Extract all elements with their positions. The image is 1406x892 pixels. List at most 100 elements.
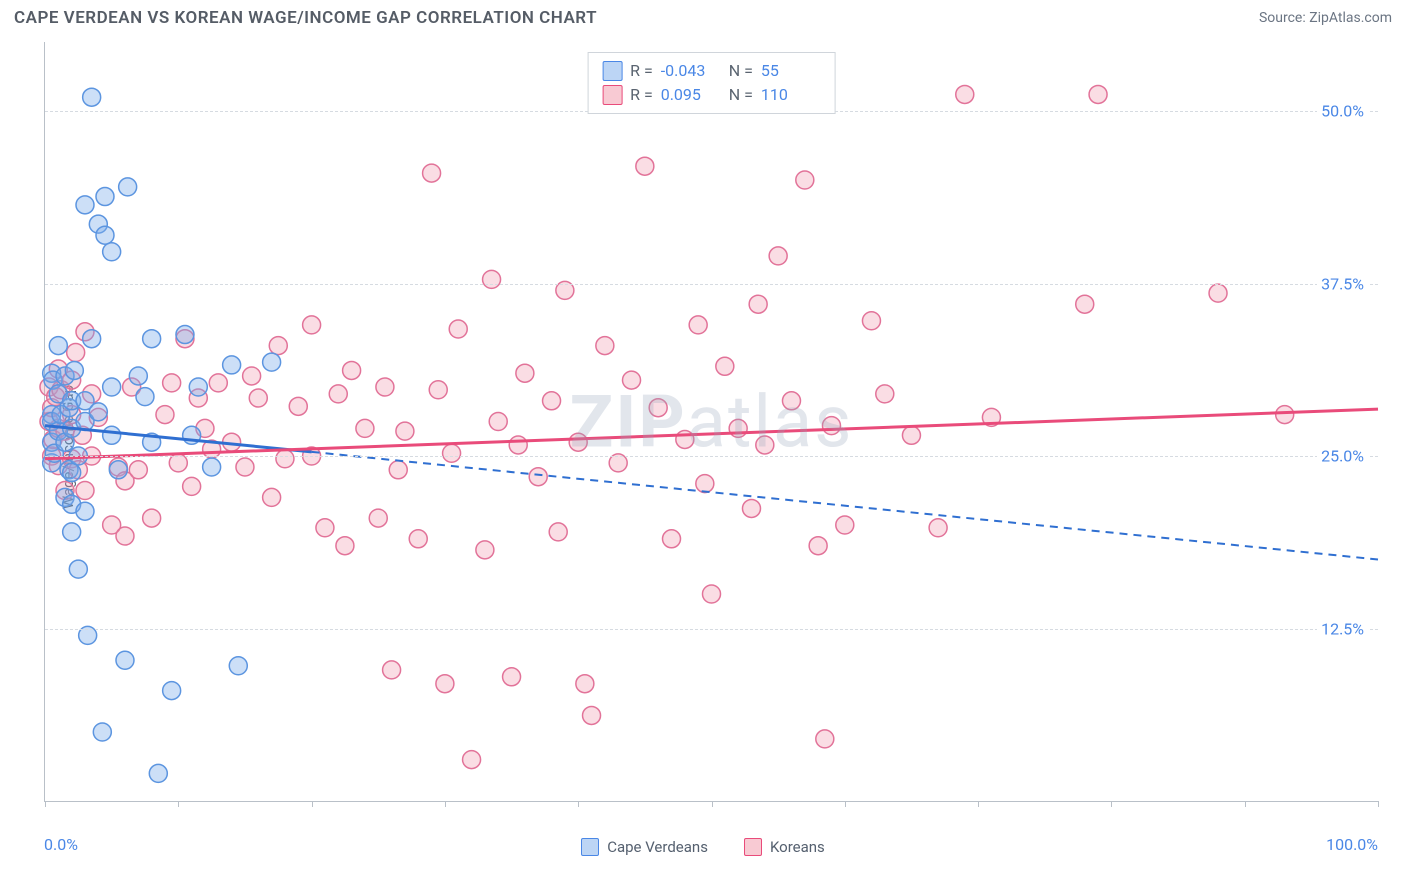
koreans-trendline: [45, 409, 1378, 459]
koreans-point: [756, 436, 774, 454]
x-tick: [1245, 801, 1246, 807]
x-tick: [1378, 801, 1379, 807]
x-tick: [445, 801, 446, 807]
cape-verdeans-point: [89, 403, 107, 421]
legend-swatch: [581, 838, 599, 856]
koreans-point: [742, 499, 760, 517]
koreans-point: [816, 730, 834, 748]
koreans-point: [1209, 284, 1227, 302]
x-tick: [978, 801, 979, 807]
koreans-point: [663, 530, 681, 548]
koreans-point: [729, 419, 747, 437]
gridline: [45, 284, 1378, 285]
koreans-point: [749, 295, 767, 313]
koreans-point: [129, 461, 147, 479]
x-tick: [578, 801, 579, 807]
legend-item: Cape Verdeans: [581, 838, 708, 856]
legend-label: Koreans: [770, 838, 825, 856]
legend-n-label: N =: [729, 59, 753, 83]
cape-verdeans-point: [76, 502, 94, 520]
koreans-point: [516, 364, 534, 382]
legend-n-value: 55: [761, 59, 821, 83]
x-tick: [712, 801, 713, 807]
chart-wrap: Wage/Income Gap ZIPatlas R =-0.043N =55R…: [0, 34, 1406, 860]
koreans-point: [383, 661, 401, 679]
koreans-point: [549, 523, 567, 541]
koreans-point: [336, 537, 354, 555]
legend-n-label: N =: [729, 83, 753, 107]
koreans-point: [409, 530, 427, 548]
series-legend: Cape Verdeans Koreans: [0, 838, 1406, 856]
cape-verdeans-point: [189, 378, 207, 396]
koreans-point: [463, 751, 481, 769]
koreans-point: [263, 488, 281, 506]
koreans-point: [376, 378, 394, 396]
x-tick: [1111, 801, 1112, 807]
koreans-point: [569, 433, 587, 451]
plot-svg: [45, 42, 1378, 801]
koreans-point: [356, 419, 374, 437]
koreans-point: [429, 381, 447, 399]
koreans-point: [489, 413, 507, 431]
legend-n-value: 110: [761, 83, 821, 107]
koreans-point: [249, 389, 267, 407]
koreans-point: [1076, 295, 1094, 313]
koreans-point: [236, 458, 254, 476]
koreans-point: [543, 392, 561, 410]
koreans-point: [76, 482, 94, 500]
koreans-point: [509, 436, 527, 454]
cape-verdeans-point: [143, 330, 161, 348]
koreans-point: [269, 337, 287, 355]
cape-verdeans-point: [69, 560, 87, 578]
koreans-point: [483, 270, 501, 288]
y-tick-label: 50.0%: [1317, 102, 1368, 121]
koreans-point: [443, 444, 461, 462]
cape-verdeans-point: [103, 243, 121, 261]
cape-verdeans-point: [93, 723, 111, 741]
legend-row: R =0.095N =110: [602, 83, 821, 107]
legend-r-value: 0.095: [661, 83, 721, 107]
koreans-point: [303, 316, 321, 334]
cape-verdeans-point: [96, 226, 114, 244]
koreans-point: [529, 468, 547, 486]
legend-swatch: [744, 838, 762, 856]
cape-verdeans-point: [136, 388, 154, 406]
gridline: [45, 456, 1378, 457]
koreans-point: [316, 519, 334, 537]
koreans-point: [696, 475, 714, 493]
koreans-point: [369, 509, 387, 527]
koreans-point: [902, 426, 920, 444]
koreans-point: [449, 320, 467, 338]
legend-item: Koreans: [744, 838, 825, 856]
cape-verdeans-point: [129, 367, 147, 385]
y-tick-label: 25.0%: [1317, 447, 1368, 466]
cape-verdeans-point: [263, 353, 281, 371]
cape-verdeans-point: [83, 330, 101, 348]
koreans-point: [423, 164, 441, 182]
cape-verdeans-point: [119, 178, 137, 196]
koreans-point: [143, 509, 161, 527]
x-tick: [178, 801, 179, 807]
koreans-point: [769, 247, 787, 265]
y-tick-label: 12.5%: [1317, 619, 1368, 638]
cape-verdeans-trendline-extrapolated: [312, 452, 1378, 560]
cape-verdeans-point: [109, 461, 127, 479]
koreans-point: [343, 361, 361, 379]
koreans-point: [596, 337, 614, 355]
koreans-point: [956, 85, 974, 103]
cape-verdeans-point: [63, 523, 81, 541]
cape-verdeans-point: [96, 188, 114, 206]
y-tick-label: 37.5%: [1317, 274, 1368, 293]
cape-verdeans-point: [103, 378, 121, 396]
legend-r-value: -0.043: [661, 59, 721, 83]
koreans-point: [623, 371, 641, 389]
koreans-point: [703, 585, 721, 603]
correlation-legend: R =-0.043N =55R =0.095N =110: [587, 52, 836, 114]
koreans-point: [156, 406, 174, 424]
x-tick: [845, 801, 846, 807]
koreans-point: [389, 461, 407, 479]
cape-verdeans-point: [223, 356, 241, 374]
source-prefix: Source:: [1259, 10, 1309, 26]
koreans-point: [782, 392, 800, 410]
cape-verdeans-point: [76, 196, 94, 214]
